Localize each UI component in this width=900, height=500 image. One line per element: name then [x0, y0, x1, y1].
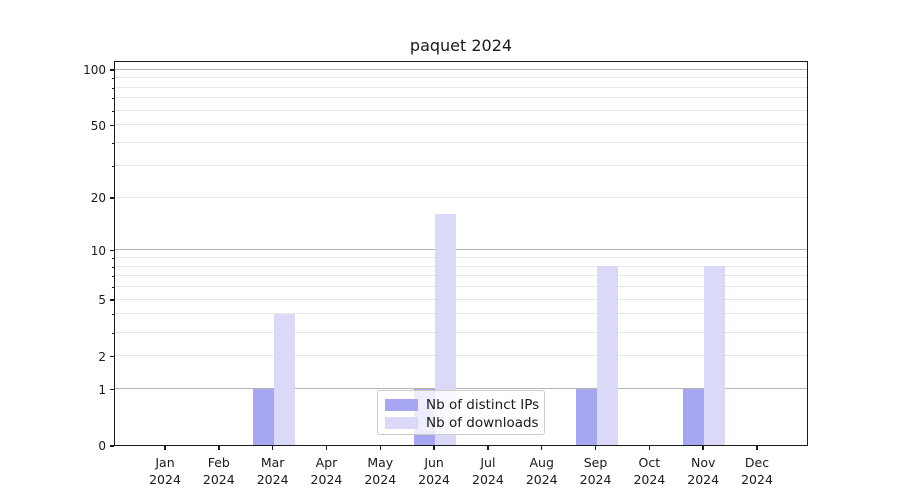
y-tick-10	[110, 250, 114, 252]
x-tick-may	[379, 446, 381, 450]
x-tick-label-jan: Jan 2024	[149, 455, 181, 487]
y-minortick-6	[111, 287, 114, 289]
legend-entry-distinct-ips: Nb of distinct IPs	[385, 396, 544, 413]
x-tick-dec	[756, 446, 758, 450]
y-tick-1	[110, 388, 114, 391]
gridline-y-20	[115, 196, 807, 198]
gridline-y-3	[115, 331, 807, 333]
y-tick-label-20: 20	[90, 191, 106, 206]
gridline-y-9	[115, 256, 807, 258]
y-tick-label-5: 5	[98, 293, 106, 308]
x-tick-label-dec: Dec 2024	[741, 455, 773, 487]
y-tick-20	[110, 197, 114, 199]
y-tick-label-50: 50	[90, 118, 106, 133]
x-tick-label-aug: Aug 2024	[525, 455, 558, 487]
bar-downloads-jun	[435, 214, 457, 445]
x-tick-label-mar: Mar 2024	[256, 455, 289, 487]
x-tick-label-jun: Jun 2024	[418, 455, 450, 487]
x-tick-sep	[594, 446, 597, 450]
x-tick-jun	[433, 446, 435, 450]
gridline-y-50	[115, 124, 807, 126]
y-minortick-40	[111, 143, 114, 145]
gridline-y-40	[115, 142, 807, 144]
gridline-y-6	[115, 286, 807, 288]
x-tick-label-oct: Oct 2024	[633, 455, 666, 487]
gridline-y-4	[115, 313, 807, 315]
y-tick-label-2: 2	[98, 349, 106, 364]
legend-swatch-distinct-ips	[385, 398, 418, 411]
x-tick-jan	[164, 446, 166, 450]
y-minortick-90	[111, 78, 114, 80]
y-minortick-80	[111, 87, 114, 89]
bar-distinct-ips-nov	[683, 388, 705, 445]
x-tick-label-sep: Sep 2024	[579, 455, 612, 487]
y-tick-label-0: 0	[98, 439, 106, 453]
gridline-y-30	[115, 164, 807, 166]
gridline-y-80	[115, 86, 807, 88]
x-tick-jul	[487, 446, 489, 450]
y-tick-100	[110, 69, 114, 71]
bar-downloads-sep	[596, 266, 618, 445]
y-minortick-3	[111, 332, 114, 334]
x-tick-apr	[325, 446, 328, 450]
gridline-y-70	[115, 97, 807, 99]
gridline-y-2	[115, 355, 807, 357]
bar-downloads-nov	[704, 266, 726, 445]
y-tick-label-10: 10	[90, 243, 106, 258]
gridline-y-7	[115, 275, 807, 277]
y-tick-label-1: 1	[98, 382, 106, 397]
y-minortick-60	[111, 110, 114, 112]
gridline-y-100	[115, 68, 807, 70]
x-tick-mar	[271, 446, 274, 450]
legend-entry-downloads: Nb of downloads	[385, 414, 544, 431]
y-minortick-70	[111, 98, 114, 100]
plot-area	[114, 61, 808, 446]
bar-downloads-mar	[273, 313, 295, 445]
y-tick-0	[110, 445, 114, 447]
x-tick-label-apr: Apr 2024	[310, 455, 343, 487]
bar-distinct-ips-sep	[575, 388, 597, 445]
x-tick-label-jul: Jul 2024	[472, 455, 504, 487]
legend-swatch-downloads	[385, 416, 418, 429]
y-tick-50	[110, 125, 114, 127]
x-tick-nov	[702, 446, 704, 450]
x-tick-label-may: May 2024	[364, 455, 397, 487]
y-minortick-8	[111, 266, 114, 268]
legend-label-distinct-ips: Nb of distinct IPs	[426, 396, 540, 413]
x-tick-label-feb: Feb 2024	[202, 455, 235, 487]
y-minortick-9	[111, 257, 114, 259]
legend-label-downloads: Nb of downloads	[426, 414, 539, 431]
bar-distinct-ips-mar	[252, 388, 274, 445]
x-tick-feb	[218, 446, 220, 450]
y-minortick-7	[111, 276, 114, 278]
y-minortick-30	[111, 165, 114, 167]
gridline-y-1	[115, 388, 807, 390]
chart-title: paquet 2024	[409, 36, 513, 55]
legend: Nb of distinct IPs Nb of downloads	[377, 390, 545, 435]
gridline-y-8	[115, 265, 807, 267]
gridline-y-5	[115, 298, 807, 300]
y-minortick-4	[111, 314, 114, 316]
y-tick-label-100: 100	[83, 63, 106, 78]
y-tick-2	[110, 355, 114, 358]
y-tick-5	[110, 299, 114, 301]
gridline-y-60	[115, 109, 807, 111]
gridline-y-90	[115, 77, 807, 79]
x-tick-oct	[648, 446, 651, 450]
gridline-y-10	[115, 249, 807, 251]
x-tick-aug	[541, 446, 543, 450]
x-tick-label-nov: Nov 2024	[687, 455, 720, 487]
